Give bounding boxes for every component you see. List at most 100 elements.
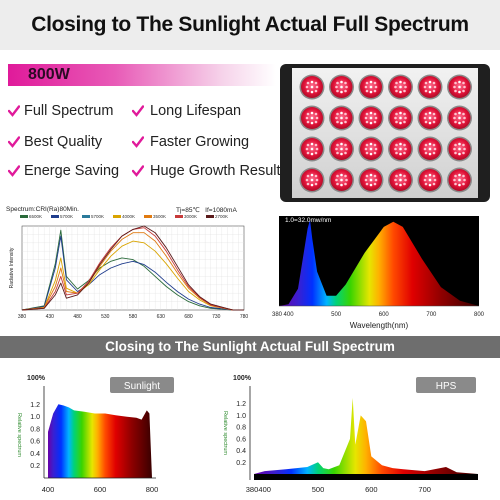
led-chip (369, 178, 373, 182)
led-chip (336, 182, 339, 186)
led-chip (424, 151, 428, 155)
baseline-bar (254, 474, 478, 480)
led-chip (394, 116, 397, 120)
legend-item: 4000K (113, 214, 135, 219)
led-chip (432, 182, 436, 186)
led-chip (462, 143, 465, 147)
led-chip (428, 147, 432, 151)
led-chip (314, 151, 318, 155)
x-tick-label: 380 (272, 312, 283, 318)
led-chip (462, 182, 465, 186)
led-chip (454, 89, 457, 93)
grow-light-panel-image (280, 64, 490, 202)
led-chip (428, 142, 432, 146)
led-chip (310, 116, 314, 120)
legend-label: 3500K (153, 214, 167, 219)
led-chip (344, 112, 347, 116)
led-chip (399, 116, 402, 120)
hps-area (254, 397, 478, 474)
led-chip (340, 173, 343, 177)
legend-swatch (144, 215, 152, 219)
led-chip (344, 174, 347, 178)
led-chip (345, 85, 348, 89)
led-chip (340, 152, 343, 156)
pill-bg (416, 377, 476, 393)
led-chip (433, 116, 437, 120)
legend-item: 5700K (51, 214, 73, 219)
led-module (447, 136, 472, 162)
led-chip (428, 90, 432, 94)
led-chip (310, 111, 314, 115)
led-chip (306, 174, 310, 178)
pill-bg (110, 377, 174, 393)
x-tick-label: 600 (379, 312, 390, 318)
led-chip (463, 178, 466, 182)
led-chip (462, 81, 465, 85)
led-chip (428, 80, 432, 84)
led-chip (369, 90, 373, 94)
led-module (299, 105, 325, 131)
led-chip (373, 143, 377, 147)
led-module (447, 167, 472, 193)
led-chip (345, 147, 348, 151)
x-tick-label: 800 (146, 485, 159, 494)
led-chip (344, 81, 347, 85)
led-module (447, 74, 472, 100)
led-chip (374, 85, 378, 89)
feature-label: Long Lifespan (150, 103, 242, 119)
led-chip (403, 151, 406, 155)
led-chip (463, 116, 466, 120)
sunlight-pill: Sunlight (110, 377, 174, 393)
top-label: 100% (27, 375, 46, 382)
legend-label: 5700K (60, 214, 74, 219)
hps-pill: HPS (416, 377, 476, 393)
led-chip (310, 90, 314, 94)
legend-swatch (175, 215, 183, 219)
led-chip (336, 120, 339, 124)
x-tick-label: 600 (365, 485, 378, 494)
mid-banner-title: Closing to The Sunlight Actual Full Spec… (105, 339, 395, 354)
y-tick-label: 0.6 (236, 436, 246, 443)
led-chip (395, 143, 398, 147)
y-tick-label: 1.2 (236, 401, 246, 408)
led-chip (463, 85, 466, 89)
led-chip (364, 116, 368, 120)
led-chip (404, 85, 407, 89)
led-chip (314, 182, 318, 186)
x-tick-label: 780 (240, 314, 249, 320)
led-chip (314, 81, 318, 85)
x-tick-label: 530 (101, 314, 110, 320)
led-chip (340, 183, 343, 187)
led-chip (310, 173, 314, 177)
x-tick-label: 800 (474, 312, 485, 318)
cri-chart-params: Tj=85℃ If=1080mA (176, 206, 237, 214)
led-chip (424, 174, 428, 178)
led-chip (432, 174, 436, 178)
title-banner (0, 0, 500, 50)
led-chip (365, 81, 369, 85)
x-tick-label: 380 (246, 485, 259, 494)
led-chip (453, 178, 456, 182)
led-module (388, 74, 413, 100)
led-chip (306, 143, 310, 147)
legend-item: 6500K (20, 214, 42, 219)
peak-label: 1.0=32.0mw/nm (285, 217, 331, 224)
legend-item: 3500K (144, 214, 166, 219)
led-chip (428, 116, 432, 120)
led-chip (340, 178, 343, 182)
led-chip (365, 120, 369, 124)
led-chip (458, 183, 461, 187)
x-tick-label: 600 (94, 485, 107, 494)
feature-label: Full Spectrum (24, 103, 114, 119)
led-chip (395, 151, 398, 155)
led-chip (458, 90, 461, 94)
y-tick-label: 0.6 (30, 439, 40, 446)
sunlight-chart: 0.2 0.4 0.6 0.8 1.0 1.2 400 600 800 100% Relative … (16, 375, 174, 494)
led-chip (306, 112, 310, 116)
legend-label: 5700K (91, 214, 105, 219)
y-axis-label: Relative spectrum (16, 413, 22, 457)
led-chip (462, 89, 465, 93)
sunlight-area (48, 404, 152, 478)
led-module (329, 136, 354, 162)
led-chip (310, 152, 314, 156)
